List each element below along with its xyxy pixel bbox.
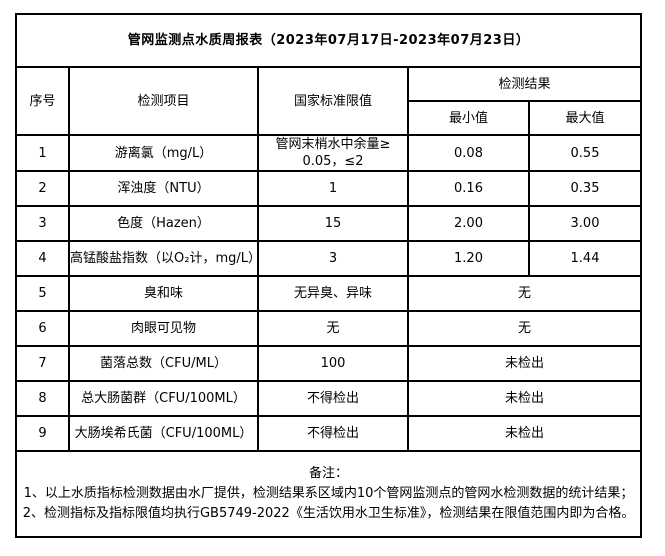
title-row: 管网监测点水质周报表（2023年07月17日-2023年07月23日） bbox=[14, 13, 643, 68]
row-limit: 管网末梢水中余量≥ 0.05，≤2 bbox=[257, 134, 409, 172]
row-item: 大肠埃希氏菌（CFU/100ML） bbox=[68, 415, 259, 452]
row-index: 8 bbox=[15, 380, 70, 417]
row-item: 高锰酸盐指数（以O₂计，mg/L） bbox=[68, 240, 261, 277]
page-title: 管网监测点水质周报表（2023年07月17日-2023年07月23日） bbox=[14, 13, 643, 68]
row-item: 游离氯（mg/L） bbox=[68, 134, 259, 172]
header-limit: 国家标准限值 bbox=[257, 66, 409, 136]
table-row: 2 浑浊度（NTU） 1 0.16 0.35 bbox=[15, 170, 643, 207]
row-result: 无 bbox=[406, 310, 643, 347]
header-index: 序号 bbox=[15, 66, 70, 136]
header-max: 最大值 bbox=[527, 100, 643, 136]
row-limit: 无异臭、异味 bbox=[257, 275, 409, 312]
row-index: 7 bbox=[15, 345, 70, 382]
notes-section: 备注： 1、以上水质指标检测数据由水厂提供，检测结果系区域内10个管网监测点的管… bbox=[14, 450, 643, 538]
row-item: 浑浊度（NTU） bbox=[68, 170, 259, 207]
row-max: 0.55 bbox=[527, 134, 643, 172]
row-item: 菌落总数（CFU/ML） bbox=[68, 345, 259, 382]
header-row: 序号 检测项目 国家标准限值 检测结果 bbox=[15, 66, 643, 136]
table-row: 1 游离氯（mg/L） 管网末梢水中余量≥ 0.05，≤2 0.08 0.55 bbox=[15, 134, 643, 172]
table-row: 9 大肠埃希氏菌（CFU/100ML） 不得检出 未检出 bbox=[15, 415, 643, 452]
header-min: 最小值 bbox=[407, 100, 530, 136]
row-limit: 15 bbox=[257, 205, 409, 242]
row-item: 臭和味 bbox=[68, 275, 259, 312]
notes-row: 备注： 1、以上水质指标检测数据由水厂提供，检测结果系区域内10个管网监测点的管… bbox=[14, 450, 643, 538]
row-result: 未检出 bbox=[406, 415, 643, 452]
header-item: 检测项目 bbox=[68, 66, 259, 136]
water-quality-table: 管网监测点水质周报表（2023年07月17日-2023年07月23日） 序号 检… bbox=[14, 13, 643, 538]
row-index: 2 bbox=[15, 170, 70, 207]
row-min: 2.00 bbox=[407, 205, 530, 242]
table-row: 5 臭和味 无异臭、异味 无 bbox=[15, 275, 643, 312]
row-index: 9 bbox=[15, 415, 70, 452]
row-max: 1.44 bbox=[527, 240, 643, 277]
row-index: 5 bbox=[15, 275, 70, 312]
row-min: 0.16 bbox=[407, 170, 530, 207]
row-index: 3 bbox=[15, 205, 70, 242]
row-result: 未检出 bbox=[406, 380, 643, 417]
table-row: 7 菌落总数（CFU/ML） 100 未检出 bbox=[15, 345, 643, 382]
notes-line-1: 1、以上水质指标检测数据由水厂提供，检测结果系区域内10个管网监测点的管网水检测… bbox=[23, 486, 634, 501]
notes-line-2: 2、检测指标及指标限值均执行GB5749-2022《生活饮用水卫生标准》，检测结… bbox=[22, 506, 635, 521]
row-item: 色度（Hazen） bbox=[68, 205, 259, 242]
row-index: 4 bbox=[15, 240, 70, 277]
header-result-group: 检测结果 bbox=[406, 66, 643, 102]
row-result: 未检出 bbox=[406, 345, 643, 382]
row-max: 0.35 bbox=[527, 170, 643, 207]
table-row: 3 色度（Hazen） 15 2.00 3.00 bbox=[15, 205, 643, 242]
row-item: 肉眼可见物 bbox=[68, 310, 259, 347]
row-min: 1.20 bbox=[407, 240, 530, 277]
row-min: 0.08 bbox=[407, 134, 530, 172]
row-index: 6 bbox=[15, 310, 70, 347]
table-row: 8 总大肠菌群（CFU/100ML） 不得检出 未检出 bbox=[15, 380, 643, 417]
notes-label: 备注： bbox=[309, 466, 349, 481]
row-limit: 1 bbox=[257, 170, 409, 207]
row-max: 3.00 bbox=[527, 205, 643, 242]
row-limit: 不得检出 bbox=[257, 415, 409, 452]
row-result: 无 bbox=[406, 275, 643, 312]
table-row: 4 高锰酸盐指数（以O₂计，mg/L） 3 1.20 1.44 bbox=[15, 240, 643, 277]
row-limit: 100 bbox=[257, 345, 409, 382]
row-index: 1 bbox=[15, 134, 70, 172]
header-subrow: 最小值 最大值 bbox=[16, 100, 643, 136]
row-item: 总大肠菌群（CFU/100ML） bbox=[68, 380, 259, 417]
table-row: 6 肉眼可见物 无 无 bbox=[15, 310, 643, 347]
row-limit: 3 bbox=[257, 240, 409, 277]
row-limit: 无 bbox=[257, 310, 409, 347]
row-limit: 不得检出 bbox=[257, 380, 409, 417]
